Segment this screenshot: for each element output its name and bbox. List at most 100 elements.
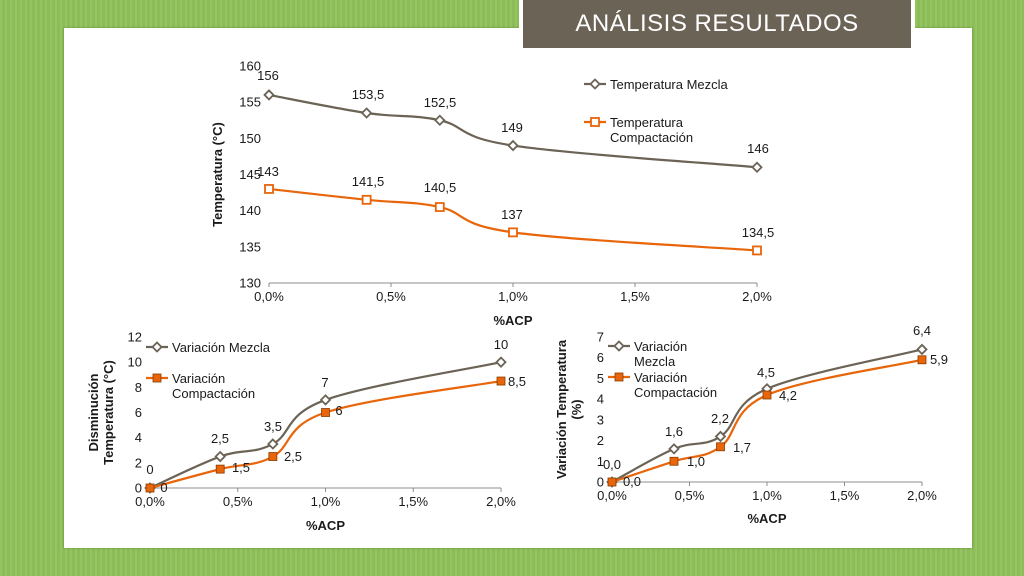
c3-series-2-data-label: 4,2 — [779, 388, 797, 403]
c1-legend-label: Temperatura Mezcla — [610, 77, 729, 92]
c1-y-tick-label: 135 — [239, 239, 261, 254]
c2-series-2-point — [145, 483, 155, 493]
c1-y-tick-label: 155 — [239, 95, 261, 110]
c2-series-2-data-label: 8,5 — [508, 374, 526, 389]
c3-x-tick-label: 0,0% — [597, 488, 627, 503]
c1-series-2-data-label: 140,5 — [424, 180, 457, 195]
c1-series-2-line — [268, 187, 758, 252]
c2-y-tick-label: 6 — [135, 405, 142, 420]
c2-series-1-point — [214, 450, 226, 463]
c1-series-2-data-label: 143 — [257, 164, 279, 179]
c1-series-1-line — [268, 93, 758, 169]
c2-legend-label: Variación Compactación — [172, 371, 255, 401]
c3-series-2-data-label: 5,9 — [930, 352, 948, 367]
c1-y-tick-label: 150 — [239, 131, 261, 146]
c2-legend-swatch-marker — [152, 373, 162, 383]
c3-series-1-data-label: 0,0 — [603, 457, 621, 472]
c1-series-1-data-label: 156 — [257, 68, 279, 83]
c1-series-2-point — [752, 245, 762, 256]
c2-series-1-data-label: 2,5 — [211, 431, 229, 446]
c3-y-tick-label: 0 — [597, 475, 604, 490]
c1-series-1-data-label: 153,5 — [352, 87, 385, 102]
c3-y-tick-label: 6 — [597, 350, 604, 365]
c3-y-tick-label: 2 — [597, 433, 604, 448]
c3-y-axis-title: Variación Temperatura(%) — [554, 339, 584, 479]
c2-series-2-line — [149, 379, 502, 490]
c1-x-tick-label: 0,5% — [376, 289, 406, 304]
c1-series-2-point — [434, 202, 445, 212]
c2-series-2-data-label: 0 — [160, 480, 167, 495]
c3-x-tick-label: 0,5% — [675, 488, 705, 503]
c3-x-tick-label: 1,0% — [752, 488, 782, 503]
c2-series-2-point — [321, 408, 330, 417]
c2-series-2-data-label: 2,5 — [284, 449, 302, 464]
c1-series-2-point — [508, 227, 518, 238]
c2-series-2-point — [215, 464, 225, 474]
c1-legend-label: Temperatura Compactación — [610, 115, 693, 145]
c3-y-tick-label: 3 — [597, 412, 604, 427]
c2-y-tick-label: 8 — [135, 380, 142, 395]
c2-x-tick-label: 1,5% — [398, 494, 428, 509]
c1-x-tick-label: 1,0% — [498, 289, 528, 304]
c3-x-tick-label: 2,0% — [907, 488, 937, 503]
c2-series-1-point — [495, 356, 507, 368]
c1-x-tick-label: 2,0% — [742, 289, 772, 304]
c3-x-tick-label: 1,5% — [830, 488, 860, 503]
c1-series-1-data-label: 149 — [501, 120, 523, 135]
c2-y-axis-title: DisminuciónTemperatura (°C) — [86, 360, 116, 465]
c1-x-axis-title: %ACP — [493, 313, 532, 328]
c3-series-2-point — [917, 355, 927, 365]
c2-series-1-line — [149, 361, 502, 490]
c3-y-tick-label: 7 — [597, 330, 604, 345]
c3-series-2-point — [607, 477, 617, 487]
c1-series-1-point — [434, 114, 446, 127]
c3-series-2-point — [762, 390, 772, 400]
c2-series-1-data-label: 3,5 — [264, 419, 282, 434]
c3-series-1-data-label: 1,6 — [665, 424, 683, 439]
c2-series-1-point — [319, 394, 332, 406]
c3-legend-label: Variación Compactación — [634, 370, 717, 400]
c1-x-tick-label: 0,0% — [254, 289, 284, 304]
c3-legend-label: Variación Mezcla — [634, 339, 687, 369]
c1-y-tick-label: 160 — [239, 59, 261, 74]
c2-series-2-point — [268, 452, 278, 461]
c1-series-1-point — [507, 139, 519, 152]
c3-series-2-data-label: 0,0 — [623, 474, 641, 489]
c2-y-tick-label: 12 — [128, 330, 142, 345]
c1-series-1-data-label: 146 — [747, 141, 769, 156]
c2-x-tick-label: 0,5% — [223, 494, 253, 509]
c2-series-1-point — [267, 438, 279, 450]
c2-series-1-data-label: 7 — [321, 375, 328, 390]
c1-series-1-point — [751, 161, 763, 174]
c1-series-1-point — [360, 107, 373, 119]
c3-series-1-data-label: 6,4 — [913, 323, 931, 338]
c2-y-tick-label: 4 — [135, 430, 142, 445]
c2-y-tick-label: 2 — [135, 455, 142, 470]
c2-legend-label: Variación Mezcla — [172, 340, 271, 355]
c2-legend-swatch-marker — [151, 341, 163, 353]
c3-series-2-data-label: 1,7 — [733, 440, 751, 455]
c3-series-1-point — [668, 443, 680, 455]
content-frame — [64, 28, 972, 548]
c3-y-tick-label: 5 — [597, 371, 604, 386]
c2-x-tick-label: 0,0% — [135, 494, 165, 509]
c3-series-2-line — [611, 358, 923, 484]
c3-y-tick-label: 1 — [597, 454, 604, 469]
c1-x-tick-label: 1,5% — [620, 289, 650, 304]
c3-legend-swatch-marker — [614, 372, 624, 382]
c1-series-2-point — [264, 184, 274, 194]
c2-series-1-data-label: 0 — [146, 462, 153, 477]
c1-y-tick-label: 145 — [239, 167, 261, 182]
c2-series-2-data-label: 1,5 — [232, 460, 250, 475]
c1-series-2-point — [361, 194, 372, 205]
c3-series-1-point — [714, 430, 727, 443]
c3-series-1-point — [916, 343, 928, 356]
c1-legend-swatch-marker — [590, 117, 600, 127]
c1-y-tick-label: 140 — [239, 203, 261, 218]
c3-series-1-data-label: 4,5 — [757, 365, 775, 380]
c2-x-tick-label: 2,0% — [486, 494, 516, 509]
c1-series-1-data-label: 152,5 — [424, 95, 457, 110]
c3-series-1-line — [611, 348, 923, 483]
c3-series-2-data-label: 1,0 — [687, 454, 705, 469]
